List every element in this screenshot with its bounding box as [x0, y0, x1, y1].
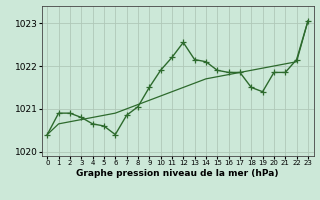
X-axis label: Graphe pression niveau de la mer (hPa): Graphe pression niveau de la mer (hPa): [76, 169, 279, 178]
